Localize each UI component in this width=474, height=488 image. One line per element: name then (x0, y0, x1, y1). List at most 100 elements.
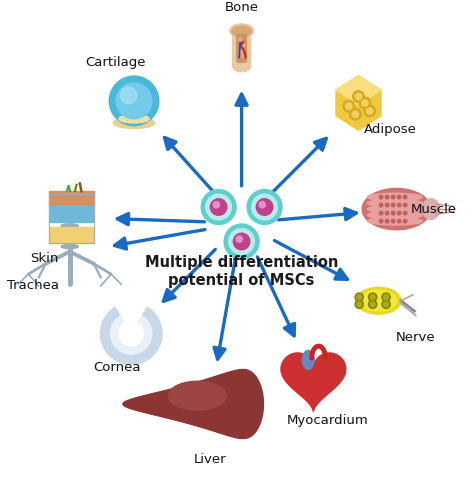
Text: Cartilage: Cartilage (85, 56, 146, 69)
Circle shape (368, 300, 377, 308)
Ellipse shape (113, 118, 155, 128)
Polygon shape (336, 76, 381, 130)
Circle shape (397, 211, 401, 215)
Circle shape (343, 101, 355, 112)
Circle shape (397, 220, 401, 223)
Circle shape (109, 76, 159, 126)
Ellipse shape (61, 239, 78, 244)
Circle shape (382, 300, 390, 308)
Circle shape (362, 100, 368, 106)
Circle shape (259, 202, 265, 208)
Ellipse shape (61, 244, 78, 248)
Circle shape (403, 203, 407, 207)
Ellipse shape (302, 350, 314, 369)
Circle shape (370, 302, 375, 306)
Circle shape (210, 199, 227, 215)
Circle shape (392, 195, 395, 199)
Circle shape (385, 195, 389, 199)
Circle shape (368, 293, 377, 301)
Ellipse shape (119, 115, 149, 123)
Ellipse shape (61, 234, 78, 238)
Circle shape (366, 108, 373, 114)
Text: Liver: Liver (193, 453, 226, 466)
Circle shape (213, 202, 219, 208)
Ellipse shape (229, 24, 254, 38)
Ellipse shape (367, 217, 422, 225)
Text: Cornea: Cornea (94, 362, 141, 374)
Circle shape (403, 220, 407, 223)
Circle shape (392, 211, 395, 215)
Circle shape (239, 50, 243, 53)
Ellipse shape (362, 188, 431, 230)
FancyBboxPatch shape (233, 28, 251, 69)
Circle shape (346, 103, 352, 109)
Text: Myocardium: Myocardium (286, 414, 368, 427)
Circle shape (397, 195, 401, 199)
Polygon shape (168, 381, 226, 410)
Ellipse shape (61, 229, 78, 233)
Circle shape (385, 211, 389, 215)
Circle shape (383, 302, 389, 306)
Circle shape (385, 220, 389, 223)
Circle shape (229, 228, 255, 254)
Text: Skin: Skin (30, 252, 58, 265)
Circle shape (392, 220, 395, 223)
Ellipse shape (233, 61, 251, 72)
Circle shape (382, 293, 390, 301)
Circle shape (397, 203, 401, 207)
Text: Adipose: Adipose (364, 122, 417, 136)
Circle shape (357, 295, 362, 300)
Circle shape (379, 220, 383, 223)
Circle shape (352, 111, 358, 118)
Circle shape (370, 295, 375, 300)
Ellipse shape (367, 199, 422, 207)
Text: Multiple differentiation
potential of MSCs: Multiple differentiation potential of MS… (145, 255, 338, 287)
Text: Bone: Bone (225, 1, 259, 14)
Circle shape (349, 108, 361, 120)
Ellipse shape (356, 287, 401, 314)
FancyBboxPatch shape (49, 202, 94, 223)
Circle shape (247, 189, 282, 224)
Text: Muscle: Muscle (411, 203, 457, 216)
Ellipse shape (367, 211, 422, 219)
Circle shape (120, 87, 137, 103)
Ellipse shape (367, 193, 422, 201)
Circle shape (242, 54, 245, 58)
Circle shape (383, 295, 389, 300)
Ellipse shape (61, 224, 78, 228)
Circle shape (233, 233, 250, 250)
Circle shape (385, 203, 389, 207)
Circle shape (359, 97, 371, 109)
FancyBboxPatch shape (49, 191, 94, 203)
Polygon shape (281, 353, 346, 411)
Circle shape (224, 224, 259, 259)
Circle shape (236, 236, 243, 243)
Circle shape (353, 91, 365, 102)
Ellipse shape (232, 26, 251, 37)
FancyBboxPatch shape (49, 227, 94, 243)
Circle shape (256, 199, 273, 215)
FancyBboxPatch shape (237, 35, 246, 62)
Circle shape (355, 293, 364, 301)
Circle shape (355, 300, 364, 308)
Circle shape (379, 203, 383, 207)
Text: Nerve: Nerve (395, 331, 435, 344)
Circle shape (201, 189, 236, 224)
Circle shape (403, 211, 407, 215)
Circle shape (392, 203, 395, 207)
Polygon shape (336, 76, 381, 104)
Circle shape (364, 105, 375, 117)
Circle shape (403, 195, 407, 199)
Circle shape (241, 44, 245, 47)
Ellipse shape (422, 199, 439, 220)
Text: Trachea: Trachea (7, 279, 59, 292)
Circle shape (252, 194, 277, 220)
Polygon shape (123, 369, 264, 439)
Ellipse shape (367, 205, 422, 213)
Circle shape (357, 302, 362, 306)
Circle shape (379, 195, 383, 199)
Circle shape (356, 93, 362, 100)
Circle shape (116, 83, 152, 119)
Ellipse shape (361, 290, 397, 311)
Circle shape (238, 38, 242, 41)
